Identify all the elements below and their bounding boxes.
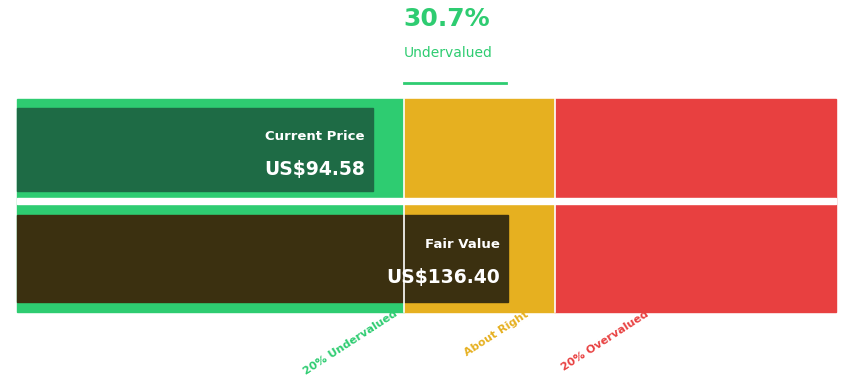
Bar	[17, 198, 835, 204]
Bar	[555, 99, 835, 312]
Bar	[17, 108, 373, 192]
Bar	[17, 215, 508, 302]
Bar	[403, 99, 555, 312]
Text: Undervalued: Undervalued	[403, 46, 492, 60]
Text: 30.7%: 30.7%	[403, 7, 490, 31]
Text: US$136.40: US$136.40	[386, 268, 499, 287]
Text: Fair Value: Fair Value	[424, 238, 499, 251]
Text: 20% Undervalued: 20% Undervalued	[302, 309, 399, 377]
Text: Current Price: Current Price	[265, 130, 365, 142]
Text: US$94.58: US$94.58	[263, 160, 365, 179]
Bar	[17, 99, 403, 312]
Text: About Right: About Right	[462, 309, 529, 358]
Text: 20% Overvalued: 20% Overvalued	[559, 309, 649, 373]
